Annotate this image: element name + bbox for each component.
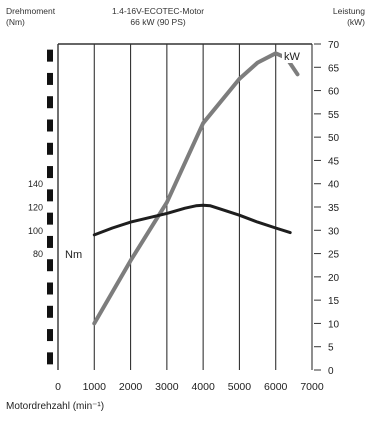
series-layer: kW Nm xyxy=(63,50,301,326)
left-edge-mark xyxy=(47,212,53,225)
torque-series-label: Nm xyxy=(65,249,82,261)
left-edge-marks xyxy=(47,49,53,365)
torque-series-label-bg xyxy=(63,248,81,261)
power-axis-title-line1: Leistung xyxy=(332,6,365,16)
x-tick-label: 2000 xyxy=(119,381,143,393)
y-right-tick-label: 0 xyxy=(328,366,334,377)
chart-title-power: 66 kW (90 PS) xyxy=(130,17,186,27)
y-left-tick-label: 140 xyxy=(28,179,43,189)
left-edge-mark xyxy=(47,189,53,202)
left-edge-mark xyxy=(47,119,53,132)
x-tick-label: 6000 xyxy=(264,381,288,393)
y-right-tick-label: 35 xyxy=(328,203,340,214)
x-tick-label: 4000 xyxy=(191,381,215,393)
left-edge-mark xyxy=(47,72,53,85)
y-right-tick-label: 20 xyxy=(328,273,340,284)
left-edge-mark xyxy=(47,352,53,365)
y-right-tick-label: 65 xyxy=(328,63,340,74)
left-edge-mark xyxy=(47,259,53,272)
y-right-tick-label: 10 xyxy=(328,319,340,330)
left-edge-mark xyxy=(47,282,53,295)
y-right-tick-label: 40 xyxy=(328,180,340,191)
left-edge-mark xyxy=(47,49,53,62)
left-edge-mark xyxy=(47,305,53,318)
power-axis-unit: (kW) xyxy=(347,17,365,27)
y-left-tick-label: 80 xyxy=(33,249,43,259)
x-tick-label: 0 xyxy=(55,381,61,393)
y-right-tick-label: 50 xyxy=(328,133,340,144)
y-right-tick-label: 30 xyxy=(328,226,340,237)
y-right-tick-label: 15 xyxy=(328,296,340,307)
grid-lines xyxy=(93,43,321,371)
left-edge-mark xyxy=(47,235,53,248)
y-right-tick-label: 70 xyxy=(328,40,340,51)
x-axis-label: Motordrehzahl (min⁻¹) xyxy=(6,401,105,412)
power-curve-line xyxy=(92,51,300,326)
torque-curve-line xyxy=(92,203,292,237)
y-right-tick-label: 55 xyxy=(328,110,340,121)
plot-frame xyxy=(57,43,312,370)
power-axis-title: Leistung (kW) xyxy=(333,6,365,28)
torque-axis-unit: (Nm) xyxy=(6,17,25,27)
power-series-label-bg xyxy=(282,50,300,63)
y-right-tick-label: 25 xyxy=(328,250,340,261)
y-left-tick-label: 120 xyxy=(28,203,43,213)
y-right-tick-label: 45 xyxy=(328,156,340,167)
tick-labels: 0 1000 2000 3000 4000 5000 6000 7000 0 5 10 15 20 25 3… xyxy=(28,40,340,393)
x-tick-label: 7000 xyxy=(300,381,324,393)
x-tick-label: 1000 xyxy=(83,381,107,393)
power-series-label: kW xyxy=(284,51,301,63)
left-edge-mark xyxy=(47,96,53,109)
x-tick-label: 3000 xyxy=(155,381,179,393)
left-edge-mark xyxy=(47,329,53,342)
left-edge-mark xyxy=(47,166,53,179)
x-tick-label: 5000 xyxy=(228,381,252,393)
y-left-tick-label: 100 xyxy=(28,226,43,236)
torque-axis-title-line1: Drehmoment xyxy=(6,6,56,16)
y-right-tick-label: 5 xyxy=(328,343,334,354)
torque-axis-title: Drehmoment (Nm) xyxy=(6,6,55,28)
chart-title: 1.4-16V-ECOTEC-Motor 66 kW (90 PS) xyxy=(112,6,204,28)
chart-title-engine: 1.4-16V-ECOTEC-Motor xyxy=(112,6,205,16)
left-edge-mark xyxy=(47,142,53,155)
y-right-tick-label: 60 xyxy=(328,87,340,98)
